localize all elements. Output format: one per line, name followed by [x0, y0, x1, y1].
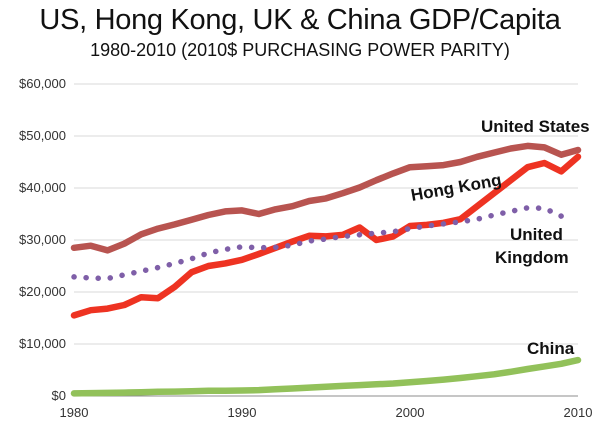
x-tick-label: 1990 [228, 405, 257, 420]
y-tick-label: $0 [52, 388, 66, 403]
label-united-kingdom-line1: United [510, 225, 563, 244]
y-tick-label: $20,000 [19, 284, 66, 299]
x-tick-label: 2010 [564, 405, 593, 420]
x-tick-label: 2000 [396, 405, 425, 420]
series-line-united-states [70, 142, 582, 254]
series-line-united-kingdom [71, 205, 564, 282]
y-tick-label: $30,000 [19, 232, 66, 247]
y-tick-label: $10,000 [19, 336, 66, 351]
series-line-hong-kong [70, 153, 582, 319]
series-layer [70, 142, 582, 397]
y-tick-label: $40,000 [19, 180, 66, 195]
y-tick-label: $50,000 [19, 128, 66, 143]
chart-subtitle: 1980-2010 (2010$ PURCHASING POWER PARITY… [90, 40, 510, 60]
gridlines [74, 83, 578, 345]
chart-title: US, Hong Kong, UK & China GDP/Capita [39, 4, 561, 36]
label-united-states: United States [481, 117, 590, 136]
x-axis: 1980 1990 2000 2010 [60, 395, 593, 420]
y-tick-label: $60,000 [19, 76, 66, 91]
label-china: China [527, 339, 575, 358]
y-axis: $0 $10,000 $20,000 $30,000 $40,000 $50,000 $60… [19, 76, 66, 403]
series-line-china [70, 356, 582, 397]
x-tick-label: 1980 [60, 405, 89, 420]
label-united-kingdom-line2: Kingdom [495, 248, 569, 267]
